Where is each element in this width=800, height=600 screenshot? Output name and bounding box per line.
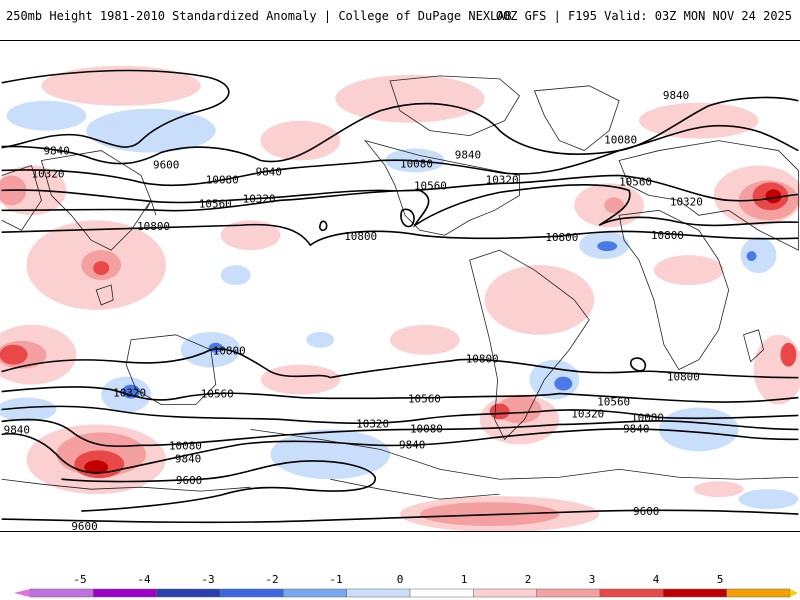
- label-10560: 10560: [414, 179, 447, 192]
- legend-tick-label: -5: [73, 573, 86, 586]
- contour-labels: 9840 9600 9840 9840 9840 10320 10080 100…: [4, 89, 703, 532]
- label-10800: 10800: [466, 353, 499, 366]
- label-10320: 10320: [486, 173, 519, 186]
- legend-color-swatch: [726, 588, 791, 598]
- legend-color-swatch: [156, 588, 221, 598]
- label-10080: 10080: [604, 134, 637, 147]
- label-9840: 9840: [175, 452, 201, 465]
- label-10800: 10800: [651, 229, 684, 242]
- legend-tick-label: 3: [589, 573, 596, 586]
- label-9840: 9840: [663, 89, 689, 102]
- legend-tick-label: 4: [653, 573, 660, 586]
- label-10320: 10320: [113, 387, 146, 400]
- label-10320: 10320: [32, 167, 65, 180]
- legend-tick-label: 0: [397, 573, 404, 586]
- label-10800: 10800: [545, 231, 578, 244]
- legend-tick-label: 1: [461, 573, 468, 586]
- legend-color-swatch: [663, 588, 727, 598]
- label-10080: 10080: [400, 157, 433, 170]
- legend-color-swatch: [283, 588, 347, 598]
- label-10800: 10800: [137, 220, 170, 233]
- legend-tick-label: 5: [717, 573, 724, 586]
- label-9840: 9840: [4, 423, 30, 436]
- header: 250mb Height 1981-2010 Standardized Anom…: [0, 0, 800, 40]
- label-10560: 10560: [199, 197, 232, 210]
- label-10560: 10560: [408, 393, 441, 406]
- map-title: 250mb Height 1981-2010 Standardized Anom…: [6, 9, 512, 23]
- contour-10800-south: [1, 347, 799, 379]
- contour-9600-south: [61, 460, 376, 512]
- contour-10800-north: [1, 223, 799, 247]
- label-9840: 9840: [399, 438, 425, 451]
- anomaly-map: 9840 9600 9840 9840 9840 10320 10080 100…: [0, 40, 800, 532]
- contour-10080-north: [1, 124, 799, 187]
- contour-10800-closed-s: [630, 357, 647, 372]
- label-9840: 9840: [623, 422, 649, 435]
- contour-9840-north: [1, 96, 799, 165]
- label-10080: 10080: [206, 173, 239, 186]
- label-10080: 10080: [169, 439, 202, 452]
- legend-color-bar: [14, 588, 798, 598]
- contour-9840-south: [1, 428, 799, 474]
- positive-anomaly-core: [84, 189, 782, 475]
- legend-left-arrow: [14, 589, 30, 597]
- contour-10320-north: [1, 174, 799, 204]
- legend-tick-label: -1: [329, 573, 342, 586]
- legend-tick-label: -2: [265, 573, 278, 586]
- label-10560: 10560: [619, 175, 652, 188]
- legend-tick-labels: -5 -4 -3 -2 -1 0 1 2 3 4 5: [73, 573, 723, 586]
- height-contours-south: [1, 347, 799, 524]
- label-10320: 10320: [243, 192, 276, 205]
- contour-10560-south: [1, 386, 799, 403]
- contour-10080-south: [1, 418, 799, 448]
- label-9600: 9600: [633, 505, 659, 518]
- color-legend: -5 -4 -3 -2 -1 0 1 2 3 4 5: [14, 573, 798, 598]
- legend-color-swatch: [409, 588, 474, 598]
- contour-9600-south-2: [1, 509, 799, 524]
- label-9600: 9600: [71, 520, 97, 532]
- legend-color-swatch: [219, 588, 284, 598]
- legend-tick-label: -4: [137, 573, 151, 586]
- legend-tick-label: -3: [201, 573, 214, 586]
- label-10560: 10560: [597, 396, 630, 409]
- legend-color-swatch: [93, 588, 157, 598]
- label-10320: 10320: [670, 195, 703, 208]
- contour-10800-closed-2: [400, 208, 415, 228]
- legend-right-arrow: [790, 589, 798, 597]
- contour-10800-closed: [319, 220, 328, 232]
- label-10320: 10320: [356, 417, 389, 430]
- contour-10560-north: [1, 183, 799, 228]
- label-10800: 10800: [213, 345, 246, 358]
- contour-10320-south: [1, 405, 799, 425]
- label-10800: 10800: [344, 230, 377, 243]
- legend-color-swatch: [473, 588, 537, 598]
- label-9600: 9600: [153, 158, 179, 171]
- label-10320: 10320: [571, 407, 604, 420]
- legend-tick-label: 2: [525, 573, 532, 586]
- label-9840: 9840: [256, 165, 282, 178]
- label-9840: 9840: [43, 145, 69, 158]
- run-info: 00Z GFS | F195 Valid: 03Z MON NOV 24 202…: [495, 9, 792, 23]
- label-10800: 10800: [667, 371, 700, 384]
- label-10080: 10080: [410, 422, 443, 435]
- label-10560: 10560: [201, 388, 234, 401]
- label-10080: 10080: [631, 411, 664, 424]
- height-contours: [1, 69, 799, 247]
- legend-color-swatch: [346, 588, 411, 598]
- label-9840: 9840: [455, 149, 481, 162]
- contour-9600-north: [1, 69, 230, 149]
- label-9600: 9600: [176, 474, 202, 487]
- negative-anomaly-shading: [0, 100, 799, 510]
- legend-color-swatch: [599, 588, 664, 598]
- legend-color-swatch: [29, 588, 94, 598]
- legend-color-swatch: [536, 588, 601, 598]
